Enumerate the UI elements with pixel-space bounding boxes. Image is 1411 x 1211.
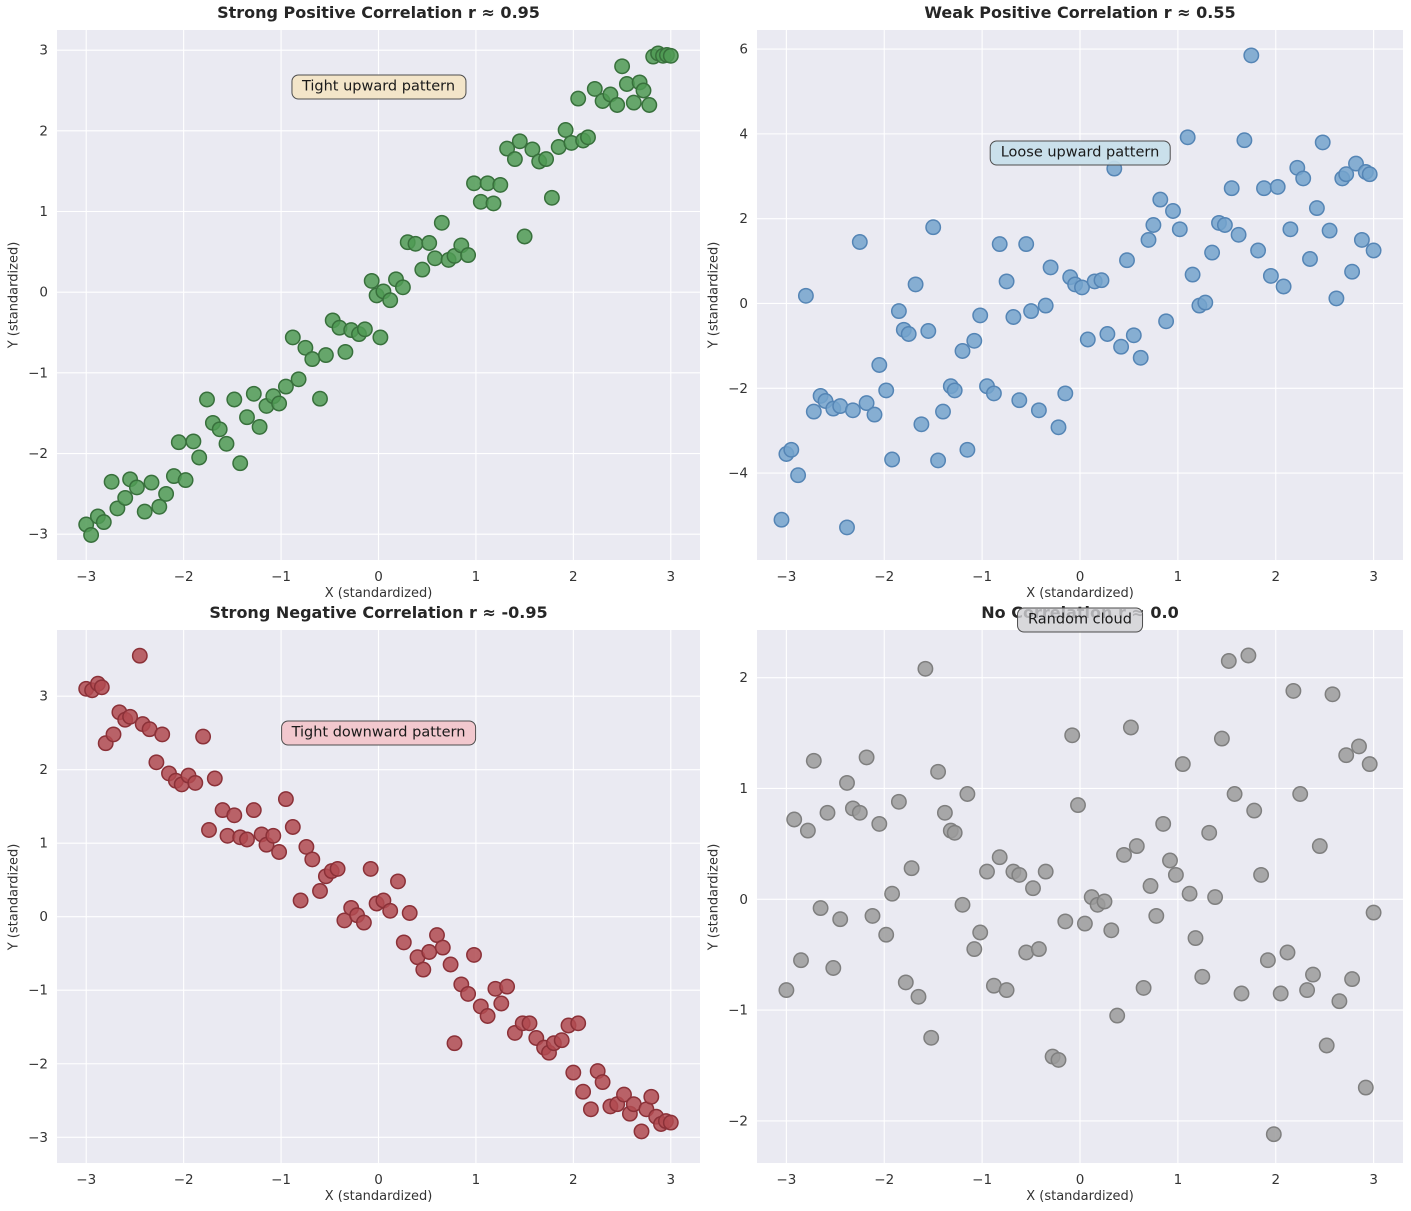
svg-text:3: 3 <box>1369 1172 1378 1188</box>
svg-text:3: 3 <box>1369 569 1378 585</box>
x-axis-label: X (standardized) <box>324 1189 433 1204</box>
tick-labels: −3 −2 −1 0 1 2 3 −4 −2 0 2 4 6 <box>728 42 1378 585</box>
svg-text:6: 6 <box>739 42 748 58</box>
svg-text:3: 3 <box>666 1172 675 1188</box>
svg-text:2: 2 <box>569 1172 578 1188</box>
scatter-plot-svg: −3 −2 −1 0 1 2 3 −3 −2 −1 0 1 2 3 <box>28 630 700 1188</box>
subplot-strong-positive-correlation: Strong Positive Correlation r ≈ 0.95 Y (… <box>0 0 705 605</box>
svg-text:−3: −3 <box>76 1172 96 1188</box>
svg-text:−2: −2 <box>874 569 894 585</box>
svg-text:0: 0 <box>739 892 748 908</box>
svg-text:1: 1 <box>739 781 748 797</box>
svg-text:−3: −3 <box>28 1130 48 1146</box>
svg-text:3: 3 <box>39 43 48 59</box>
svg-text:2: 2 <box>1271 1172 1280 1188</box>
svg-text:−3: −3 <box>76 569 96 585</box>
svg-text:−3: −3 <box>776 1172 796 1188</box>
scatter-plot-svg: −3 −2 −1 0 1 2 3 −4 −2 0 2 4 6 <box>728 30 1403 585</box>
svg-text:−2: −2 <box>174 569 194 585</box>
annotation-box: Random cloud <box>1017 607 1143 633</box>
chart-title: Strong Negative Correlation r ≈ -0.95 <box>209 603 548 622</box>
annotation-box: Loose upward pattern <box>989 140 1171 166</box>
tick-labels: −3 −2 −1 0 1 2 3 −3 −2 −1 0 1 2 3 <box>28 43 675 585</box>
svg-text:−3: −3 <box>28 527 48 543</box>
data-points <box>78 647 679 1140</box>
data-points <box>778 647 1382 1143</box>
x-axis-label: X (standardized) <box>324 586 433 601</box>
svg-text:3: 3 <box>39 689 48 705</box>
chart-title: Weak Positive Correlation r ≈ 0.55 <box>924 3 1236 22</box>
y-axis-label: Y (standardized) <box>706 241 722 349</box>
svg-text:−3: −3 <box>776 569 796 585</box>
svg-text:0: 0 <box>374 1172 383 1188</box>
svg-text:3: 3 <box>666 569 675 585</box>
svg-text:2: 2 <box>39 123 48 139</box>
svg-text:−2: −2 <box>28 446 48 462</box>
annotation-box: Tight downward pattern <box>280 720 477 746</box>
svg-text:−2: −2 <box>874 1172 894 1188</box>
subplot-strong-negative-correlation: Strong Negative Correlation r ≈ -0.95 Y … <box>0 603 705 1211</box>
svg-text:−2: −2 <box>728 381 748 397</box>
x-axis-label: X (standardized) <box>1026 586 1134 601</box>
scatter-plot-svg: −3 −2 −1 0 1 2 3 −3 −2 −1 0 1 2 3 <box>28 30 700 585</box>
subplot-weak-positive-correlation: Weak Positive Correlation r ≈ 0.55 Y (st… <box>705 0 1411 605</box>
svg-text:2: 2 <box>1271 569 1280 585</box>
annotation-box: Tight upward pattern <box>290 74 467 100</box>
svg-text:−1: −1 <box>28 983 48 999</box>
tick-labels: −3 −2 −1 0 1 2 3 −3 −2 −1 0 1 2 3 <box>28 689 675 1188</box>
svg-text:2: 2 <box>739 211 748 227</box>
svg-text:−2: −2 <box>728 1113 748 1129</box>
svg-text:1: 1 <box>472 1172 481 1188</box>
svg-text:1: 1 <box>39 836 48 852</box>
grid-lines <box>757 630 1403 1163</box>
svg-text:0: 0 <box>374 569 383 585</box>
y-axis-label: Y (standardized) <box>706 843 722 950</box>
svg-text:0: 0 <box>1076 569 1085 585</box>
svg-text:−1: −1 <box>972 569 992 585</box>
svg-text:4: 4 <box>739 126 748 142</box>
svg-text:0: 0 <box>39 285 48 301</box>
plot-area: −3 −2 −1 0 1 2 3 −4 −2 0 2 4 6 Loose upward pattern <box>728 30 1403 585</box>
svg-text:1: 1 <box>1174 1172 1183 1188</box>
svg-text:2: 2 <box>739 670 748 686</box>
tick-labels: −3 −2 −1 0 1 2 3 −2 −1 0 1 2 <box>728 670 1378 1188</box>
svg-text:−2: −2 <box>174 1172 194 1188</box>
data-points <box>773 47 1382 536</box>
scatter-plot-svg: −3 −2 −1 0 1 2 3 −2 −1 0 1 2 <box>728 630 1403 1188</box>
grid-lines <box>57 630 700 1163</box>
y-axis-label: Y (standardized) <box>6 241 22 349</box>
grid-lines <box>57 30 700 560</box>
svg-text:2: 2 <box>39 762 48 778</box>
svg-text:1: 1 <box>472 569 481 585</box>
svg-text:1: 1 <box>1174 569 1183 585</box>
y-axis-label: Y (standardized) <box>6 843 22 950</box>
chart-title: Strong Positive Correlation r ≈ 0.95 <box>217 3 540 22</box>
svg-text:−1: −1 <box>972 1172 992 1188</box>
plot-area: −3 −2 −1 0 1 2 3 −3 −2 −1 0 1 2 3 Tight downward patt… <box>28 630 700 1188</box>
svg-text:−1: −1 <box>28 365 48 381</box>
svg-text:0: 0 <box>739 296 748 312</box>
svg-text:1: 1 <box>39 204 48 220</box>
svg-text:−2: −2 <box>28 1056 48 1072</box>
svg-text:0: 0 <box>39 909 48 925</box>
svg-text:2: 2 <box>569 569 578 585</box>
data-points <box>78 45 679 543</box>
svg-text:−1: −1 <box>271 569 291 585</box>
svg-text:−1: −1 <box>271 1172 291 1188</box>
subplot-no-correlation: No Correlation r ≈ 0.0 Y (standardized) … <box>705 603 1411 1211</box>
svg-text:−4: −4 <box>728 466 748 482</box>
x-axis-label: X (standardized) <box>1026 1189 1134 1204</box>
plot-area: −3 −2 −1 0 1 2 3 −2 −1 0 1 2 Random cloud <box>728 607 1403 1188</box>
svg-text:0: 0 <box>1076 1172 1085 1188</box>
svg-text:−1: −1 <box>728 1003 748 1019</box>
plot-area: −3 −2 −1 0 1 2 3 −3 −2 −1 0 1 2 3 Tight upward patter… <box>28 30 700 585</box>
